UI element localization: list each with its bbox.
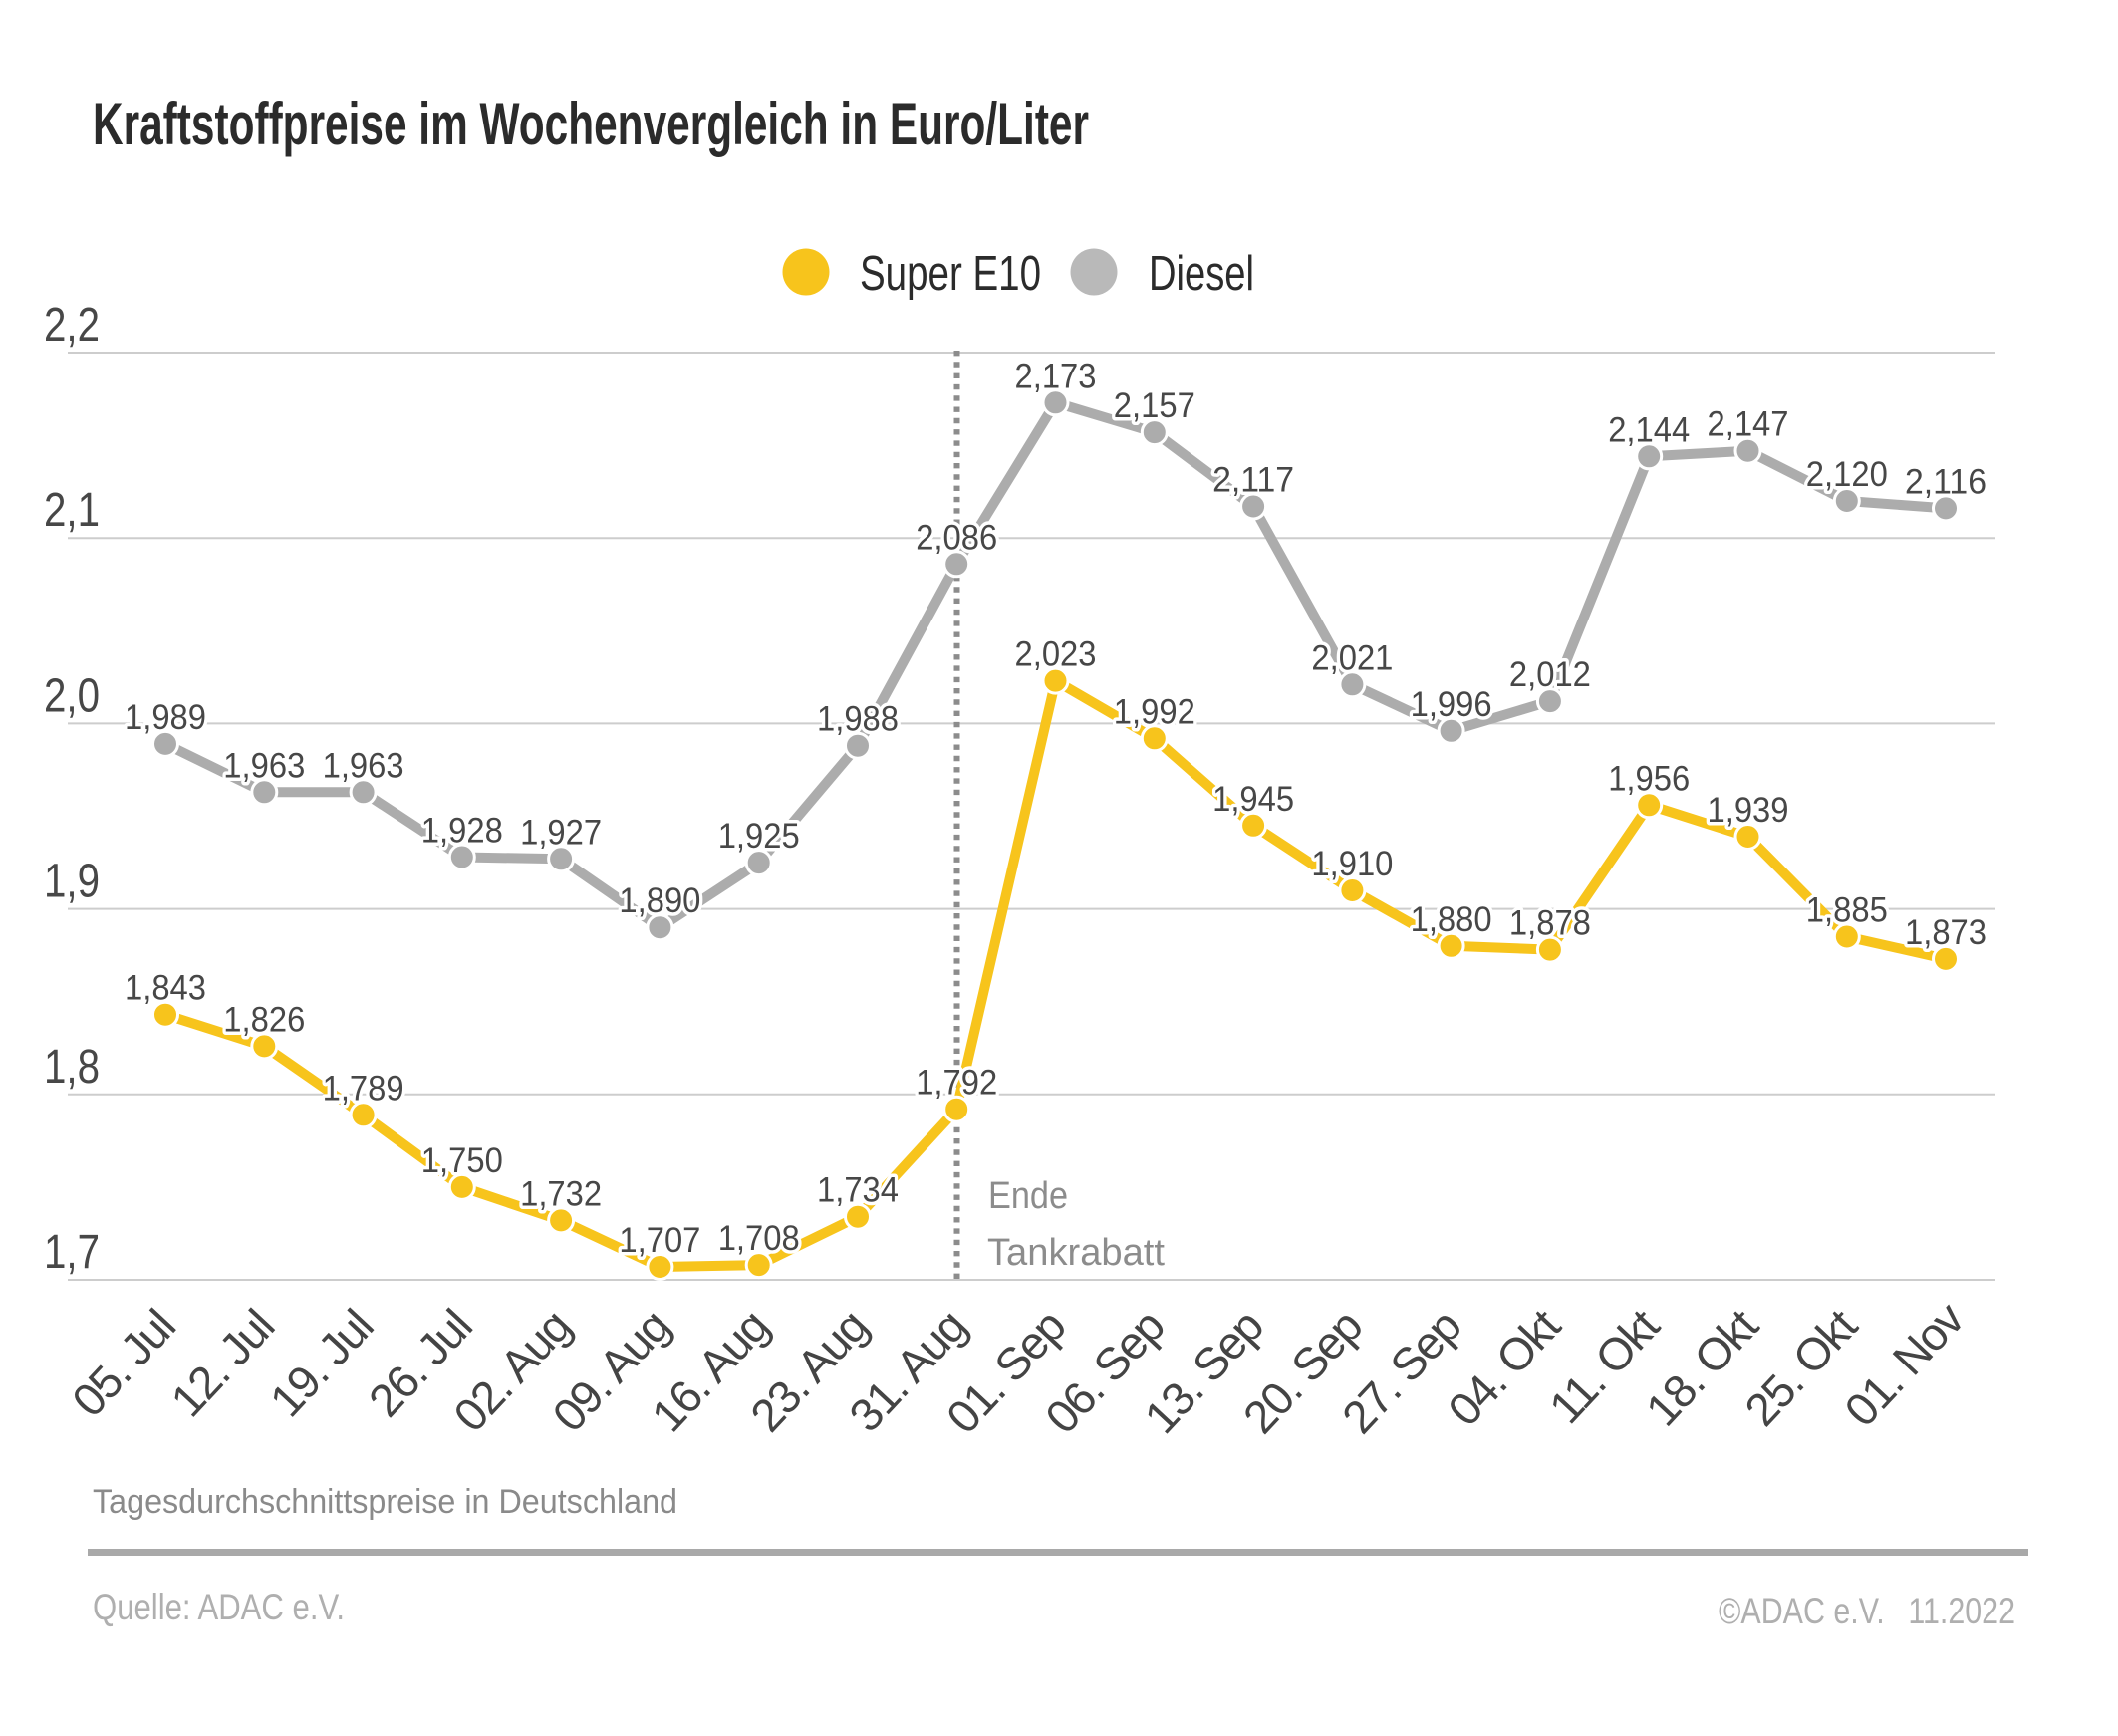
svg-text:1,750: 1,750: [421, 1141, 503, 1180]
svg-text:2,147: 2,147: [1708, 405, 1789, 444]
svg-text:Ende: Ende: [988, 1175, 1068, 1217]
svg-text:2,021: 2,021: [1311, 638, 1393, 677]
svg-text:1,945: 1,945: [1212, 780, 1294, 819]
svg-text:1,734: 1,734: [817, 1171, 899, 1210]
svg-text:Quelle: ADAC e.V.: Quelle: ADAC e.V.: [93, 1587, 345, 1627]
svg-text:1,927: 1,927: [520, 813, 602, 852]
svg-text:1,996: 1,996: [1411, 685, 1492, 724]
svg-text:1,8: 1,8: [44, 1041, 100, 1094]
svg-text:1,880: 1,880: [1411, 900, 1492, 939]
svg-text:Tankrabatt: Tankrabatt: [987, 1232, 1165, 1274]
svg-text:2,120: 2,120: [1806, 455, 1888, 494]
svg-text:1,963: 1,963: [323, 746, 404, 785]
svg-text:2,173: 2,173: [1015, 357, 1097, 395]
svg-text:1,925: 1,925: [718, 817, 800, 856]
svg-text:1,988: 1,988: [817, 700, 899, 739]
svg-text:1,826: 1,826: [223, 1000, 305, 1039]
svg-text:2,157: 2,157: [1114, 386, 1195, 425]
svg-text:2,144: 2,144: [1608, 410, 1690, 449]
svg-text:1,732: 1,732: [520, 1174, 602, 1213]
svg-text:Kraftstoffpreise im Wochenverg: Kraftstoffpreise im Wochenvergleich in E…: [93, 91, 1089, 157]
svg-text:2,117: 2,117: [1212, 461, 1294, 500]
svg-text:1,789: 1,789: [323, 1069, 404, 1108]
svg-text:1,885: 1,885: [1806, 891, 1888, 930]
svg-text:1,992: 1,992: [1114, 692, 1195, 731]
svg-text:1,9: 1,9: [44, 856, 100, 908]
svg-text:2,086: 2,086: [916, 518, 997, 557]
svg-text:1,928: 1,928: [421, 812, 503, 851]
svg-text:1,956: 1,956: [1608, 759, 1690, 798]
svg-text:1,792: 1,792: [916, 1064, 997, 1103]
svg-text:2,1: 2,1: [44, 484, 100, 537]
svg-text:2,012: 2,012: [1509, 655, 1591, 694]
svg-text:2,023: 2,023: [1015, 635, 1097, 674]
svg-text:2,116: 2,116: [1905, 462, 1986, 501]
svg-text:Tagesdurchschnittspreise in De: Tagesdurchschnittspreise in Deutschland: [93, 1483, 677, 1521]
svg-text:1,708: 1,708: [718, 1219, 800, 1258]
svg-text:1,873: 1,873: [1905, 913, 1986, 952]
svg-text:1,910: 1,910: [1311, 845, 1393, 883]
svg-text:Super E10: Super E10: [860, 247, 1041, 301]
svg-text:1,843: 1,843: [125, 969, 206, 1008]
svg-text:1,707: 1,707: [619, 1221, 700, 1260]
svg-text:Diesel: Diesel: [1149, 247, 1254, 301]
svg-text:1,7: 1,7: [44, 1226, 100, 1279]
svg-text:2,2: 2,2: [44, 299, 100, 352]
svg-text:1,989: 1,989: [125, 698, 206, 737]
svg-text:2,0: 2,0: [44, 669, 100, 722]
svg-text:1,939: 1,939: [1708, 791, 1789, 830]
svg-text:1,890: 1,890: [619, 881, 700, 920]
svg-text:©ADAC e.V. 11.2022: ©ADAC e.V. 11.2022: [1719, 1591, 2015, 1631]
svg-text:1,878: 1,878: [1509, 904, 1591, 943]
svg-text:1,963: 1,963: [223, 746, 305, 785]
